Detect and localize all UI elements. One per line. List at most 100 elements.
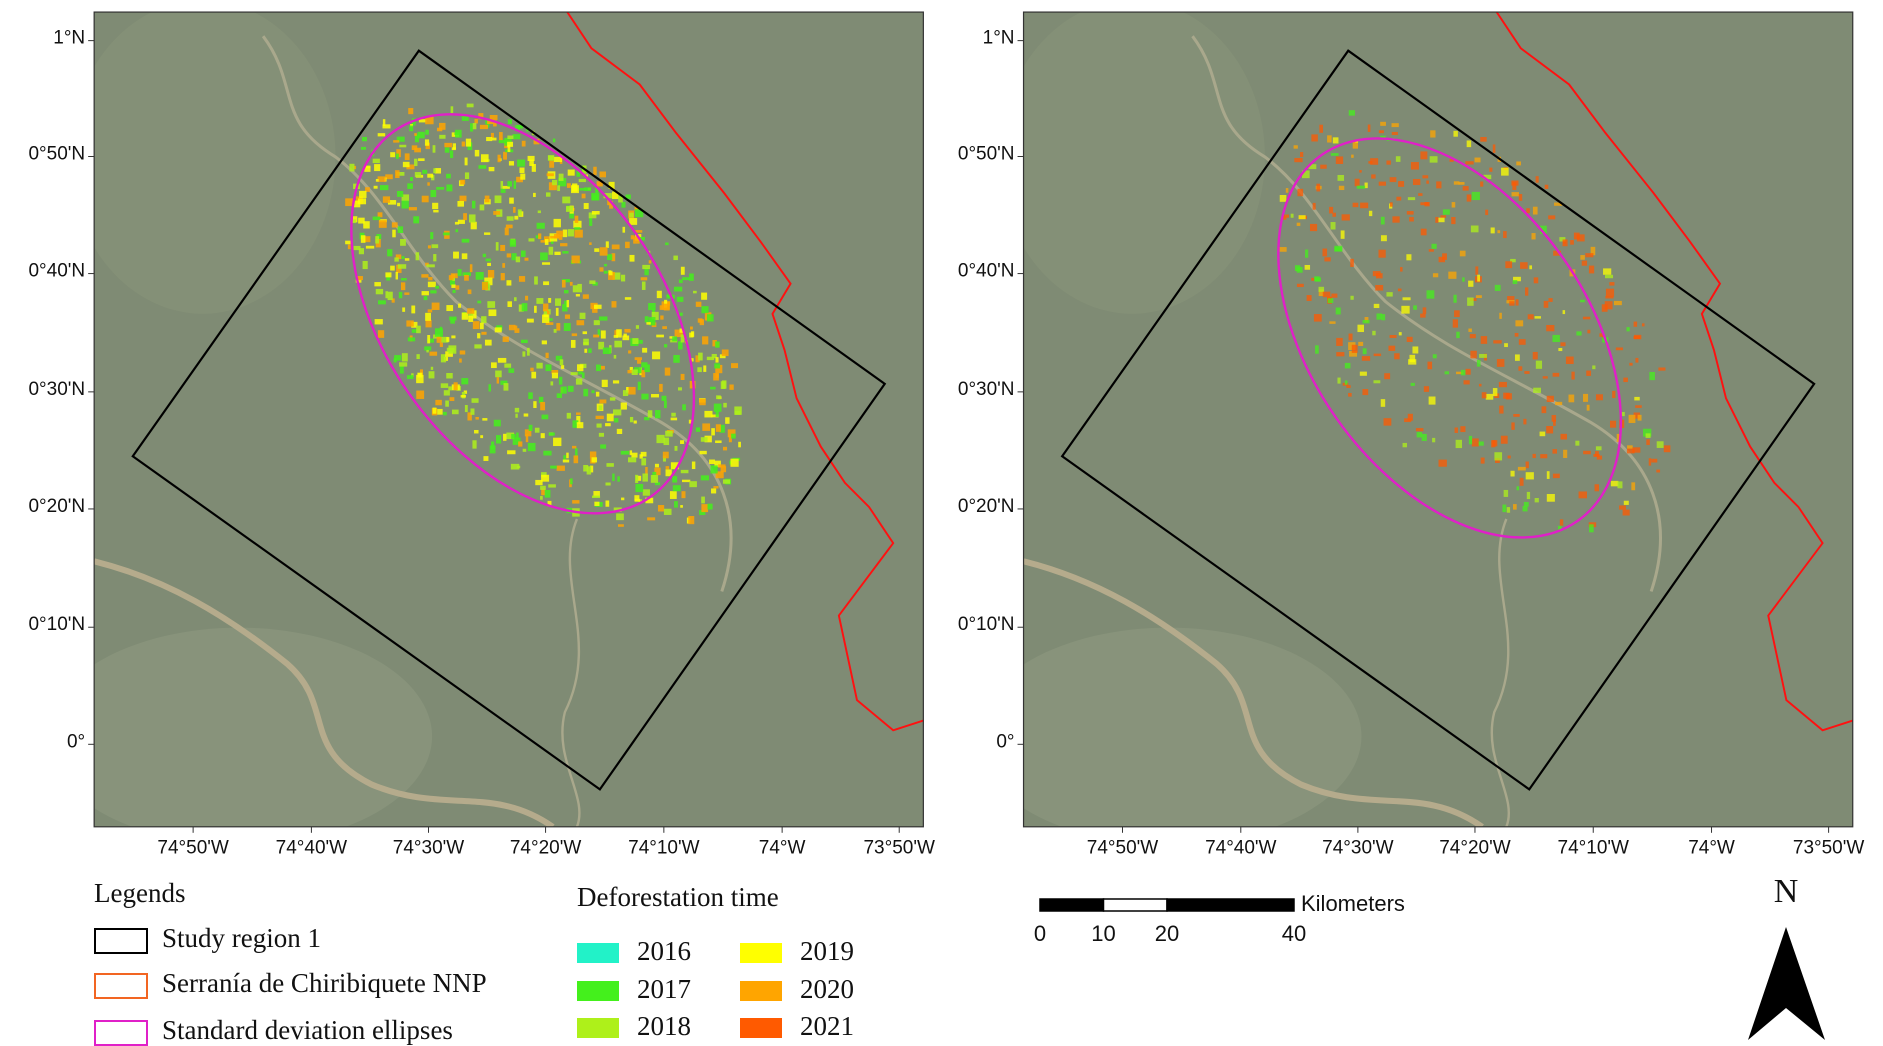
- deforestation-patch: [503, 152, 507, 160]
- deforestation-patch: [528, 238, 534, 241]
- lat-label: 0°40'N: [28, 261, 85, 282]
- deforestation-patch: [1583, 451, 1591, 454]
- deforestation-patch: [591, 193, 599, 201]
- deforestation-patch: [411, 306, 415, 314]
- deforestation-patch: [552, 373, 558, 379]
- deforestation-patch: [1497, 359, 1505, 367]
- deforestation-patch: [1357, 186, 1365, 189]
- deforestation-patch: [701, 497, 705, 504]
- deforestation-patch: [514, 297, 517, 301]
- deforestation-patch: [1508, 456, 1511, 459]
- deforestation-patch: [1504, 490, 1508, 497]
- deforestation-patch: [446, 337, 449, 342]
- deforestation-patch: [1376, 313, 1382, 319]
- deforestation-patch: [571, 372, 578, 375]
- deforestation-patch: [674, 287, 682, 292]
- deforestation-patch: [466, 139, 471, 147]
- deforestation-patch: [501, 273, 505, 280]
- deforestation-patch: [1313, 203, 1316, 210]
- deforestation-patch: [563, 230, 567, 238]
- lat-label: 0°: [67, 731, 85, 752]
- deforestation-patch: [451, 106, 454, 113]
- deforestation-patch: [674, 446, 677, 451]
- deforestation-patch: [480, 323, 484, 330]
- deforestation-patch: [358, 218, 365, 224]
- deforestation-patch: [609, 271, 613, 276]
- scale-segment: [1167, 899, 1294, 911]
- deforestation-patch: [467, 308, 474, 313]
- deforestation-patch: [649, 260, 652, 263]
- deforestation-patch: [1646, 439, 1650, 445]
- deforestation-patch: [1291, 214, 1294, 218]
- deforestation-patch: [681, 470, 689, 473]
- deforestation-patch: [1460, 251, 1466, 257]
- deforestation-patch: [673, 355, 679, 363]
- deforestation-patch: [1563, 239, 1568, 246]
- deforestation-patch: [1331, 222, 1336, 229]
- deforestation-patch: [1384, 418, 1392, 425]
- deforestation-patch: [409, 126, 413, 132]
- deforestation-patch: [1331, 294, 1337, 298]
- deforestation-patch: [460, 180, 465, 185]
- deforestation-patch: [564, 290, 569, 293]
- deforestation-patch: [594, 502, 599, 506]
- deforestation-patch: [1375, 285, 1383, 291]
- deforestation-patch: [594, 320, 600, 325]
- deforestation-patch: [1299, 215, 1306, 219]
- deforestation-patch: [383, 119, 385, 126]
- deforestation-patch: [1525, 287, 1528, 295]
- deforestation-patch: [1454, 310, 1460, 317]
- deforestation-patch: [1516, 299, 1519, 305]
- deforestation-patch: [592, 457, 597, 462]
- legend-label: Standard deviation ellipses: [162, 1015, 453, 1045]
- deforestation-patch: [1429, 249, 1434, 252]
- deforestation-patch: [1345, 380, 1348, 384]
- deforestation-patch: [514, 216, 518, 220]
- deforestation-patch: [663, 452, 669, 459]
- deforestation-patch: [431, 244, 438, 248]
- deforestation-patch: [702, 336, 708, 344]
- deforestation-patch: [475, 150, 479, 157]
- deforestation-patch: [1489, 168, 1492, 172]
- deforestation-patch: [725, 417, 729, 424]
- deforestation-patch: [1582, 261, 1587, 266]
- north-arrow: [1748, 927, 1825, 1040]
- deforestation-patch: [1336, 352, 1344, 356]
- deforestation-patch: [1341, 230, 1345, 238]
- deforestation-patch: [1493, 388, 1497, 396]
- deforestation-patch: [612, 245, 620, 250]
- deforestation-patch: [1324, 257, 1330, 261]
- deforestation-patch: [605, 482, 610, 485]
- deforestation-patch: [1443, 209, 1450, 214]
- deforestation-patch: [554, 157, 562, 162]
- deforestation-patch: [496, 435, 501, 443]
- deforestation-patch: [439, 123, 445, 130]
- deforestation-patch: [578, 371, 582, 374]
- deforestation-patch: [1413, 305, 1417, 309]
- deforestation-patch: [373, 217, 381, 221]
- deforestation-patch: [380, 185, 388, 190]
- deforestation-patch: [568, 229, 574, 236]
- deforestation-patch: [546, 192, 551, 196]
- deforestation-patch: [613, 409, 621, 415]
- deforestation-patch: [559, 377, 562, 385]
- deforestation-patch: [1407, 337, 1413, 342]
- deforestation-patch: [1479, 354, 1487, 358]
- year-label: 2018: [637, 1011, 691, 1041]
- deforestation-patch: [709, 460, 715, 465]
- deforestation-patch: [433, 408, 437, 414]
- deforestation-patch: [1435, 217, 1438, 223]
- deforestation-patch: [1560, 342, 1565, 346]
- deforestation-patch: [1507, 507, 1510, 513]
- deforestation-patch: [1510, 471, 1514, 477]
- deforestation-patch: [636, 325, 639, 329]
- deforestation-patch: [474, 430, 479, 433]
- deforestation-patch: [1482, 392, 1487, 398]
- lon-label: 74°40'W: [1205, 838, 1276, 859]
- deforestation-patch: [577, 422, 584, 428]
- deforestation-patch: [1563, 450, 1567, 458]
- deforestation-patch: [496, 242, 499, 250]
- deforestation-patch: [514, 326, 517, 329]
- deforestation-patch: [537, 223, 545, 229]
- deforestation-patch: [568, 170, 575, 176]
